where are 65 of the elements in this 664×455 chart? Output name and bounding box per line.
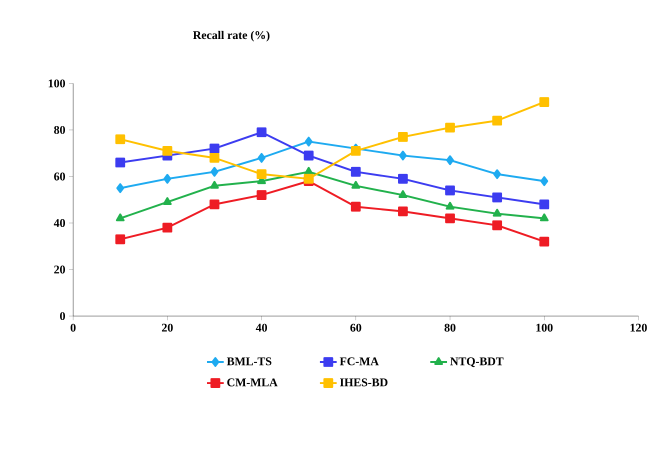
y-tick-label: 40 — [54, 218, 66, 227]
point — [445, 213, 455, 224]
point — [256, 169, 266, 179]
x-tick-label: 40 — [256, 324, 268, 332]
y-tick-label: 100 — [48, 79, 66, 88]
point — [162, 146, 172, 156]
y-tick-label: 60 — [54, 172, 66, 180]
point — [256, 127, 266, 137]
point — [304, 136, 313, 146]
point — [492, 116, 502, 126]
point — [445, 185, 455, 196]
y-tick-label: 20 — [54, 265, 66, 274]
point — [446, 155, 454, 165]
point — [116, 213, 125, 222]
point — [304, 174, 314, 184]
point — [492, 220, 502, 230]
point — [493, 169, 502, 179]
point — [258, 152, 266, 163]
point — [210, 152, 220, 163]
point — [162, 222, 172, 232]
point — [492, 192, 502, 202]
x-tick-label: 100 — [536, 324, 553, 332]
legend-label: IHES-BD — [340, 378, 388, 386]
legend-label: BML-TS — [226, 357, 272, 366]
point — [351, 180, 360, 189]
point — [398, 132, 408, 142]
point — [162, 196, 172, 205]
point — [492, 208, 502, 216]
chart-title: Recall rate (%) — [193, 30, 270, 42]
point — [115, 157, 126, 168]
point — [539, 199, 550, 210]
y-tick-label: 0 — [60, 312, 66, 320]
point — [304, 166, 314, 175]
point — [398, 150, 407, 160]
point — [539, 236, 550, 246]
point — [398, 190, 408, 198]
point — [210, 143, 220, 154]
y-tick-label: 80 — [54, 126, 66, 134]
point — [398, 206, 408, 216]
point — [304, 150, 314, 160]
legend-label: CM-MLA — [227, 378, 278, 386]
x-tick-label: 0 — [70, 324, 76, 332]
point — [350, 146, 361, 156]
point — [163, 174, 172, 184]
x-tick-label: 80 — [444, 324, 456, 332]
point — [540, 176, 548, 186]
x-tick-label: 60 — [350, 324, 362, 332]
point — [350, 202, 361, 212]
point — [445, 122, 455, 132]
x-tick-label: 120 — [630, 324, 647, 332]
point — [540, 213, 549, 222]
point — [115, 134, 126, 144]
point — [446, 202, 454, 210]
legend-label: NTQ-BDT — [450, 357, 504, 367]
legend-label: FC-MA — [340, 357, 379, 366]
point — [256, 190, 266, 200]
x-tick-label: 20 — [162, 324, 173, 332]
point — [115, 234, 126, 244]
point — [210, 180, 219, 189]
point — [116, 182, 124, 193]
point — [210, 166, 218, 177]
point — [539, 96, 550, 107]
point — [398, 174, 408, 184]
point — [210, 199, 220, 210]
point — [350, 166, 361, 177]
